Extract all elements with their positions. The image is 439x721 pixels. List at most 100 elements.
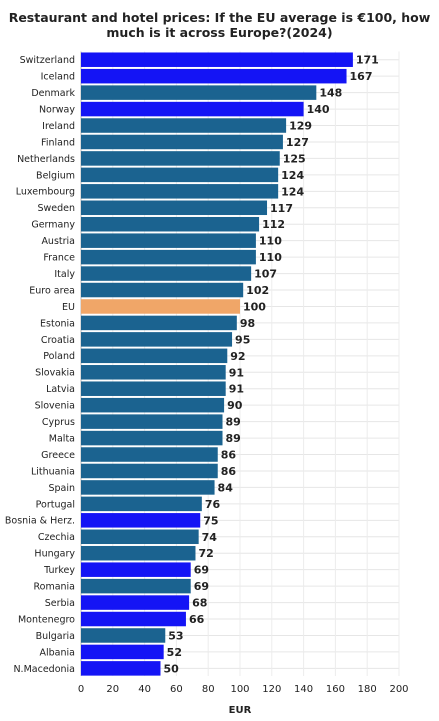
category-label: Serbia [45,598,75,609]
chart-title-line-1: Restaurant and hotel prices: If the EU a… [8,10,431,25]
x-tick-label: 20 [106,684,119,695]
category-label: Cyprus [42,417,75,428]
category-label: N.Macedonia [13,664,75,675]
bar-greece [81,447,218,462]
category-label: Bulgaria [36,631,75,642]
value-label: 125 [283,152,306,165]
bar-croatia [81,332,233,347]
bar-sweden [81,200,268,216]
chart-title-line-2: much is it across Europe?(2024) [106,25,333,40]
value-label: 66 [189,613,205,626]
category-label: Ireland [42,121,75,132]
category-label: France [43,253,75,264]
bar-lithuania [81,463,218,479]
value-label: 84 [218,481,234,494]
category-label: Netherlands [17,154,75,165]
bar-luxembourg [81,184,279,199]
bars [81,52,353,676]
bar-euro-area [81,282,244,298]
category-label: Montenegro [18,614,75,625]
value-label: 107 [254,268,277,281]
bar-austria [81,233,256,248]
category-label: Norway [39,104,75,115]
bar-malta [81,430,223,446]
value-label: 112 [262,218,285,231]
bar-slovakia [81,365,226,380]
bar-hungary [81,545,196,561]
bar-latvia [81,381,226,396]
category-label: Luxembourg [16,187,75,198]
category-label: Bosnia & Herz. [5,516,75,527]
value-label: 69 [194,564,209,577]
category-label: Estonia [40,318,75,329]
value-label: 68 [192,597,207,610]
x-tick-label: 120 [262,684,281,695]
bar-italy [81,266,252,281]
category-label: EU [62,302,75,313]
chart-title: Restaurant and hotel prices: If the EU a… [0,10,439,40]
category-label: Belgium [36,170,75,181]
value-label: 167 [350,70,373,83]
category-labels: Switzerland Iceland Denmark Norway Ireland Fi… [5,55,76,675]
category-label: Finland [41,137,75,148]
bar-finland [81,134,283,150]
value-label: 89 [226,432,241,445]
x-tick-label: 60 [170,684,183,695]
value-label: 69 [194,580,209,593]
bar-albania [81,644,164,660]
value-label: 91 [229,366,244,379]
value-label: 74 [202,531,218,544]
x-tick-label: 40 [138,684,151,695]
bar-netherlands [81,151,280,166]
category-label: Germany [31,220,75,231]
value-label: 86 [221,465,237,478]
x-axis-ticks: 0 20 40 60 80 100 120 140 160 180 200 [78,684,409,695]
value-label: 140 [307,103,330,116]
value-label: 95 [235,333,250,346]
category-label: Slovenia [35,401,75,412]
bar-ireland [81,118,287,133]
value-label: 50 [164,662,180,675]
bar-bosnia-herz- [81,513,201,528]
bar-france [81,249,256,265]
category-label: Greece [41,450,75,461]
category-label: Albania [40,647,75,658]
x-axis-title: EUR [229,705,252,716]
value-label: 124 [281,169,304,182]
value-label: 117 [270,202,293,215]
category-label: Romania [33,582,75,593]
x-tick-label: 180 [358,684,377,695]
x-tick-label: 200 [389,684,408,695]
x-tick-label: 140 [294,684,313,695]
value-label: 129 [289,120,312,133]
bar-montenegro [81,611,186,627]
x-tick-label: 160 [326,684,345,695]
bar-iceland [81,68,347,84]
value-label: 110 [259,251,282,264]
bar-poland [81,348,228,364]
category-label: Spain [48,483,75,494]
bar-czechia [81,529,199,545]
value-label: 89 [226,416,241,429]
category-label: Portugal [36,499,75,510]
bar-slovenia [81,397,225,413]
category-label: Denmark [31,88,75,99]
category-label: Malta [49,433,75,444]
bar-spain [81,480,215,495]
value-label: 102 [246,284,269,297]
value-label: 171 [356,54,379,67]
bar-portugal [81,496,202,512]
value-label: 52 [167,646,182,659]
category-label: Italy [54,269,75,280]
category-label: Iceland [41,72,75,83]
bar-romania [81,578,191,594]
value-label: 110 [259,235,282,248]
value-label: 92 [230,350,245,363]
bar-denmark [81,85,317,100]
value-label: 127 [286,136,309,149]
value-label: 75 [203,514,218,527]
category-label: Czechia [38,532,75,543]
bar-switzerland [81,52,353,67]
